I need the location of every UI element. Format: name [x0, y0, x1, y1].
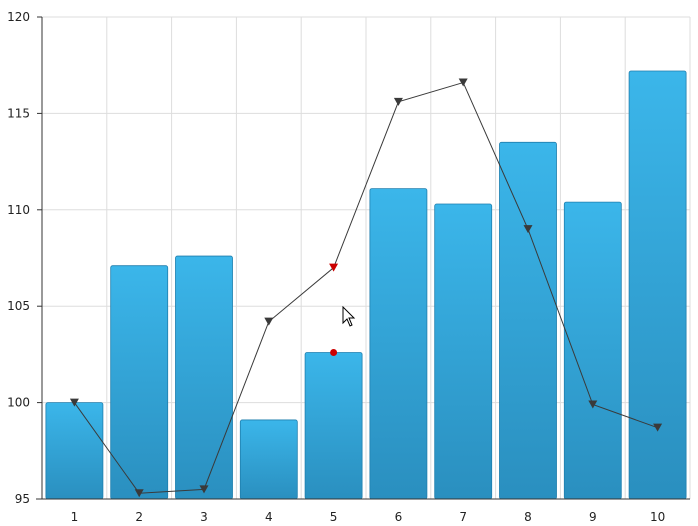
bar — [369, 188, 428, 500]
line-series — [69, 78, 663, 498]
y-tick-label: 110 — [7, 203, 30, 217]
line-marker — [653, 423, 663, 432]
bar — [499, 141, 557, 500]
y-tick-label: 100 — [7, 396, 30, 410]
line-marker — [588, 400, 598, 409]
x-tick-label: 8 — [524, 510, 532, 524]
bar — [628, 70, 687, 500]
line-marker — [329, 263, 339, 272]
y-tick-label: 120 — [7, 10, 30, 24]
x-tick-label: 5 — [330, 510, 338, 524]
line-path — [73, 81, 658, 494]
line-marker — [199, 485, 209, 494]
x-tick-label: 3 — [200, 510, 208, 524]
x-tick-label: 4 — [265, 510, 273, 524]
line-marker — [134, 489, 144, 498]
highlight-point — [330, 348, 338, 356]
y-tick-label: 115 — [7, 106, 30, 120]
bar — [110, 265, 169, 500]
y-tick-label: 95 — [15, 492, 30, 506]
bar — [45, 402, 104, 500]
axes: 95 100 105 110 115 120 1 2 3 4 5 6 7 8 9 10 — [7, 10, 690, 524]
x-tick-label: 7 — [459, 510, 467, 524]
x-tick-label: 9 — [589, 510, 597, 524]
bar — [304, 352, 363, 500]
x-tick-label: 2 — [135, 510, 143, 524]
line-marker — [393, 97, 403, 106]
grid — [42, 16, 691, 500]
x-tick-label: 1 — [71, 510, 79, 524]
bar — [239, 419, 298, 500]
line-marker — [523, 225, 533, 234]
line-marker — [69, 398, 79, 407]
line-marker — [458, 78, 468, 87]
mouse-pointer-icon — [342, 306, 356, 327]
line-marker — [264, 317, 274, 326]
x-tick-label: 10 — [650, 510, 665, 524]
bar — [175, 255, 233, 500]
bar — [434, 203, 493, 500]
x-tick-label: 6 — [395, 510, 403, 524]
y-tick-label: 105 — [7, 299, 30, 313]
